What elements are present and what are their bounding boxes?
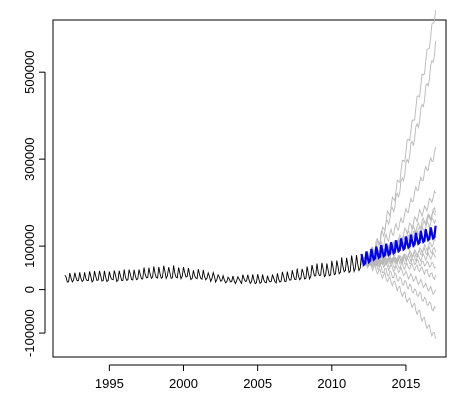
y-axis: -100000 0 100000 300000 500000: [22, 50, 46, 357]
simulated-path: [361, 216, 437, 266]
plot-frame: [52, 19, 447, 358]
x-tick-label: 2010: [317, 376, 346, 391]
x-axis: 1995 2000 2005 2010 2015: [95, 364, 420, 391]
y-tick-label: 500000: [22, 50, 37, 93]
x-tick-label: 2005: [243, 376, 272, 391]
simulated-path: [361, 258, 437, 339]
simulated-path: [361, 256, 437, 281]
observed-series: [64, 254, 362, 285]
observed-line: [64, 254, 362, 285]
simulated-paths: [361, 10, 437, 339]
forecast-mean-series: [360, 225, 437, 267]
y-tick-label: 100000: [22, 224, 37, 267]
y-tick-label: -100000: [22, 309, 37, 357]
simulated-path: [361, 41, 437, 267]
y-tick-label: 0: [22, 286, 37, 293]
y-tick-label: 300000: [22, 137, 37, 180]
x-tick-label: 1995: [95, 376, 124, 391]
x-tick-label: 2000: [169, 376, 198, 391]
forecast-mean-line: [360, 225, 437, 267]
x-tick-label: 2015: [391, 376, 420, 391]
simulated-path: [361, 257, 437, 296]
